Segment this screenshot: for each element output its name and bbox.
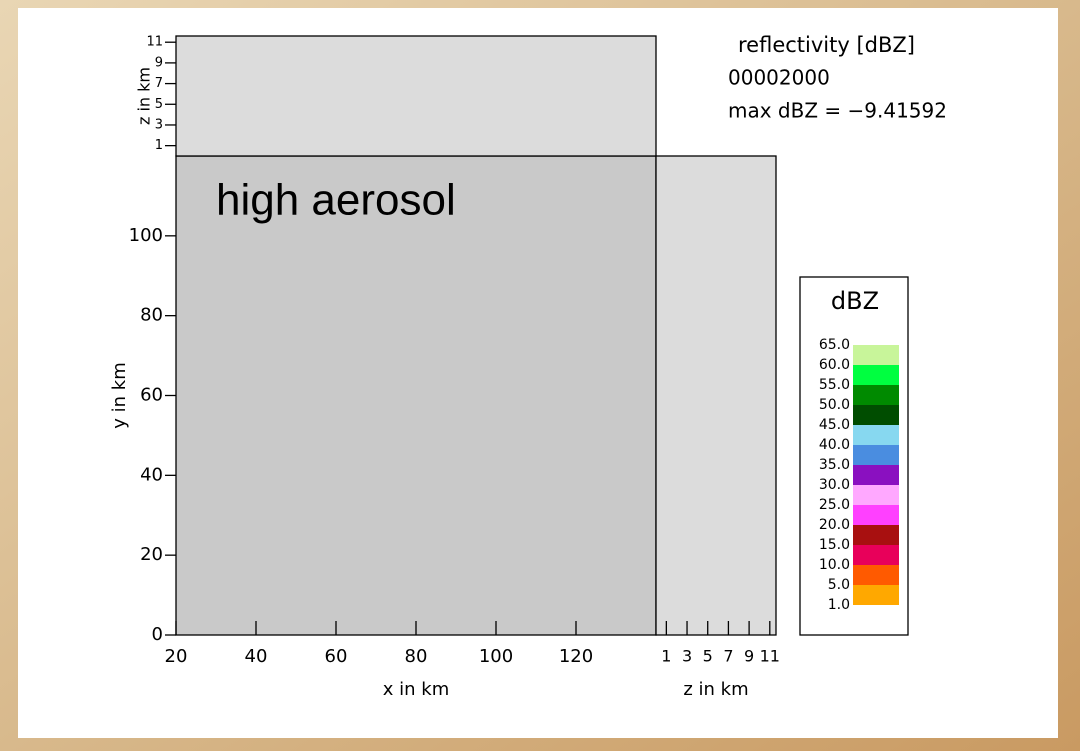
colorbar-label: 55.0	[819, 377, 850, 393]
color-bin	[853, 585, 899, 605]
y-axis-label: z in km	[135, 67, 154, 125]
color-bin	[853, 565, 899, 585]
color-bin	[853, 425, 899, 445]
colorbar-label: 40.0	[819, 437, 850, 453]
colorbar-label: 50.0	[819, 397, 850, 413]
info-max: max dBZ = −9.41592	[728, 99, 947, 123]
color-bin	[853, 485, 899, 505]
y-tick-label: 20	[140, 544, 163, 565]
y-tick-label: 11	[146, 35, 163, 50]
x-tick-label: 80	[405, 646, 428, 667]
colorbar-label: 45.0	[819, 417, 850, 433]
y-tick-label: 40	[140, 464, 163, 485]
color-bin	[853, 545, 899, 565]
color-bin	[853, 445, 899, 465]
x-tick-label: 11	[760, 647, 780, 666]
colorbar-label: 65.0	[819, 337, 850, 353]
color-bin	[853, 525, 899, 545]
y-tick-label: 7	[155, 76, 163, 91]
x-tick-label: 7	[723, 647, 733, 666]
color-bin	[853, 365, 899, 385]
colorbar-label: 1.0	[828, 597, 850, 613]
panel	[655, 155, 777, 636]
x-tick-label: 60	[325, 646, 348, 667]
colorbar-label: 15.0	[819, 537, 850, 553]
colorbar-label: 35.0	[819, 457, 850, 473]
colorbar-label: 20.0	[819, 517, 850, 533]
x-tick-label: 40	[245, 646, 268, 667]
x-tick-label: 3	[682, 647, 692, 666]
panel	[175, 155, 657, 636]
colorbar-title: dBZ	[831, 287, 879, 315]
x-tick-label: 9	[744, 647, 754, 666]
y-tick-label: 5	[155, 97, 163, 112]
color-bin	[853, 465, 899, 485]
color-bin	[853, 405, 899, 425]
panel	[175, 35, 657, 157]
colorbar-label: 30.0	[819, 477, 850, 493]
y-axis-label: y in km	[109, 362, 130, 428]
x-tick-label: 100	[479, 646, 513, 667]
y-tick-label: 60	[140, 385, 163, 406]
x-tick-label: 1	[661, 647, 671, 666]
info-title: reflectivity [dBZ]	[738, 33, 915, 57]
color-bin	[853, 385, 899, 405]
colorbar-label: 10.0	[819, 557, 850, 573]
x-tick-label: 20	[165, 646, 188, 667]
y-tick-label: 3	[155, 117, 163, 132]
y-tick-label: 9	[155, 55, 163, 70]
x-tick-label: 5	[703, 647, 713, 666]
color-bin	[853, 505, 899, 525]
annotation: high aerosol	[216, 176, 456, 225]
colorbar-label: 5.0	[828, 577, 850, 593]
x-axis-label: z in km	[683, 679, 748, 700]
y-tick-label: 0	[152, 624, 163, 645]
x-tick-label: 120	[559, 646, 593, 667]
y-tick-label: 1	[155, 138, 163, 153]
colorbar-label: 60.0	[819, 357, 850, 373]
y-tick-label: 100	[129, 225, 163, 246]
info-time: 00002000	[728, 66, 830, 90]
y-tick-label: 80	[140, 305, 163, 326]
colorbar-label: 25.0	[819, 497, 850, 513]
color-bin	[853, 345, 899, 365]
x-axis-label: x in km	[383, 679, 449, 700]
